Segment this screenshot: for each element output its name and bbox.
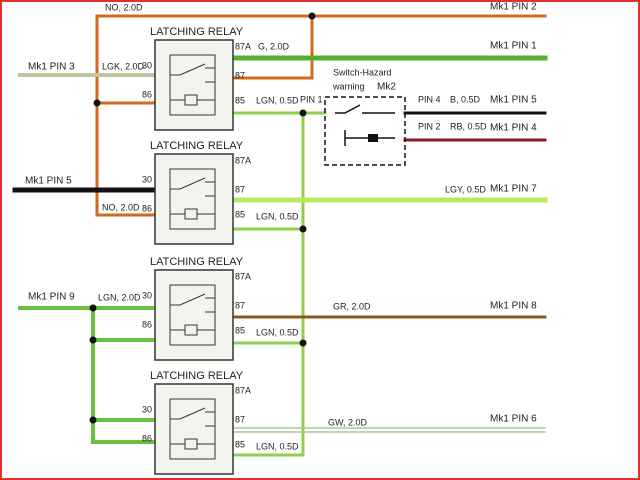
relay-switch	[170, 407, 215, 450]
pin-label: 86	[142, 203, 152, 213]
hazard-switch: Switch-Hazard warning Mk2	[324, 67, 406, 166]
wire-label: Mk1 PIN 7	[490, 184, 537, 195]
pin-label: 30	[142, 404, 152, 414]
wire-label: Mk1 PIN 2	[490, 2, 537, 13]
pin-label: 87A	[235, 41, 251, 51]
pin-label: 85	[235, 325, 245, 335]
relay-inner	[169, 284, 216, 346]
relay: LATCHING RELAY 87A 30 87 86 85	[142, 256, 251, 361]
pin-label: 30	[142, 174, 152, 184]
relay-inner	[169, 168, 216, 230]
wire-label: NO, 2.0D	[105, 2, 143, 12]
wires	[12, 14, 548, 457]
relay-title: LATCHING RELAY	[150, 140, 244, 152]
wire-label: PIN 4	[418, 94, 441, 104]
wire-label: LGN, 0.5D	[256, 95, 299, 105]
pin-label: 87	[235, 70, 245, 80]
pin-label: 85	[235, 209, 245, 219]
junctions	[89, 12, 316, 424]
pin-label: 85	[235, 439, 245, 449]
pin-label: 87A	[235, 155, 251, 165]
relay-switch	[170, 293, 215, 336]
relay-box	[154, 153, 234, 245]
pin-label: 87	[235, 414, 245, 424]
wire-label: RB, 0.5D	[450, 121, 487, 131]
pin-label: 86	[142, 89, 152, 99]
wire-label: Mk1 PIN 3	[28, 62, 75, 73]
wire-label: Mk1 PIN 1	[490, 41, 537, 52]
wire-label: B, 0.5D	[450, 94, 481, 104]
wire-label: PIN 2	[418, 121, 441, 131]
wire-label: GW, 2.0D	[328, 417, 368, 427]
switch-title: Switch-Hazard	[333, 67, 392, 77]
wire-label: NO, 2.0D	[102, 202, 140, 212]
lgn-wire	[233, 111, 327, 457]
switch-connector: Mk2	[377, 82, 396, 93]
relay: LATCHING RELAY 87A 30 87 86 85	[142, 140, 251, 245]
relay-box	[154, 383, 234, 475]
relay-inner	[169, 54, 216, 116]
pin-label: 87A	[235, 385, 251, 395]
wire-label: LGN, 0.5D	[256, 327, 299, 337]
pin9-wire	[18, 306, 157, 444]
pin-label: 87	[235, 300, 245, 310]
wire-label: Mk1 PIN 4	[490, 123, 537, 134]
wire-label: LGK, 2.0D	[102, 61, 145, 71]
relay: LATCHING RELAY 87A 30 87 86 85	[142, 370, 251, 475]
wire-label: GR, 2.0D	[333, 301, 371, 311]
wire-label: Mk1 PIN 9	[28, 292, 75, 303]
relay-title: LATCHING RELAY	[150, 256, 244, 268]
pin-label: 86	[142, 433, 152, 443]
relay-box	[154, 39, 234, 131]
relay-title: LATCHING RELAY	[150, 26, 244, 38]
wire-label: Mk1 PIN 5	[490, 95, 537, 106]
wire-label: LGN, 2.0D	[98, 292, 141, 302]
switch-subtitle: warning	[332, 81, 365, 91]
relay-box	[154, 269, 234, 361]
pin-label: 30	[142, 290, 152, 300]
pin-label: 87	[235, 184, 245, 194]
wire-label: Mk1 PIN 6	[490, 414, 537, 425]
wire-label: LGN, 0.5D	[256, 441, 299, 451]
relay: LATCHING RELAY 87A 30 87 86 85	[142, 26, 251, 131]
pin-label: 87A	[235, 271, 251, 281]
relay-inner	[169, 398, 216, 460]
wire-label: PIN 1	[300, 94, 323, 104]
wire-label: G, 2.0D	[258, 41, 290, 51]
wire-label: Mk1 PIN 5	[25, 176, 72, 187]
relay-switch	[170, 177, 215, 220]
orange-wire	[95, 14, 547, 217]
labels: NO, 2.0D Mk1 PIN 2 G, 2.0D Mk1 PIN 1 Mk1…	[25, 2, 537, 452]
relay-title: LATCHING RELAY	[150, 370, 244, 382]
pin-label: 85	[235, 95, 245, 105]
pin-label: 86	[142, 319, 152, 329]
wire-label: LGY, 0.5D	[445, 184, 486, 194]
wire-label: Mk1 PIN 8	[490, 301, 537, 312]
relay-switch	[170, 63, 215, 106]
pin-label: 30	[142, 60, 152, 70]
wire-label: LGN, 0.5D	[256, 211, 299, 221]
gw-wire	[234, 427, 546, 433]
